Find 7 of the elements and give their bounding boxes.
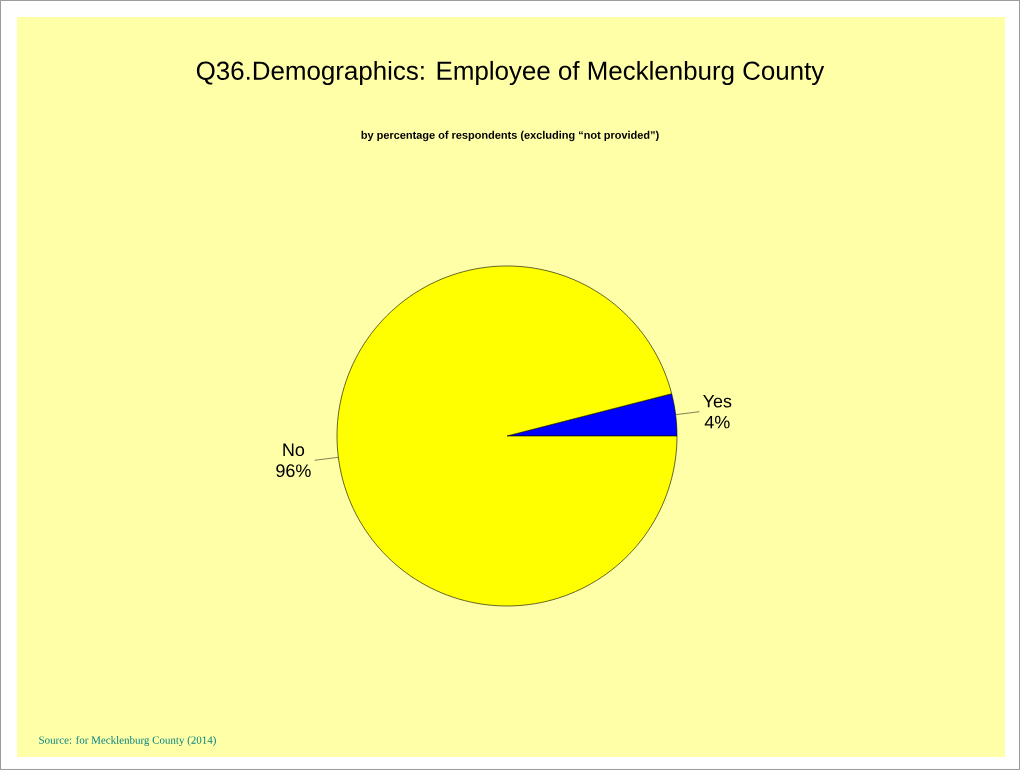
- chart-title: Q36.Demographics: Employee of Mecklenburg County: [196, 60, 825, 86]
- slice-label: No: [283, 443, 305, 457]
- data-label: 4%: [704, 415, 730, 429]
- chart-subtitle: by percentage of respondents (excluding “not provided”): [361, 130, 659, 142]
- slice-label: Yes: [703, 394, 732, 408]
- data-label: 96%: [276, 464, 311, 478]
- source-note: Source: for Mecklenburg County (2014): [39, 735, 216, 747]
